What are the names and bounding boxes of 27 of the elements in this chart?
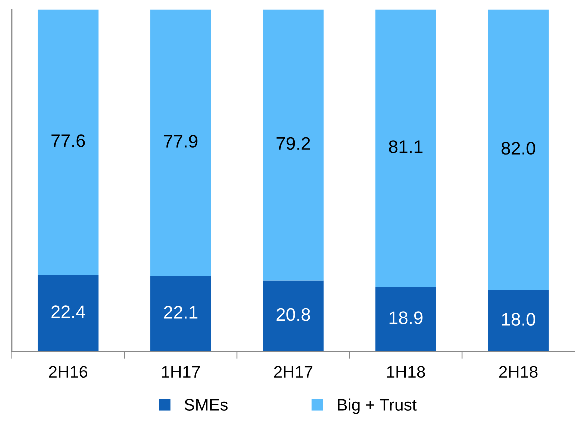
- data-label: 18.9: [390, 312, 423, 324]
- bar: [488, 290, 549, 352]
- legend-label: Big + Trust: [338, 398, 417, 414]
- bar: [38, 10, 99, 276]
- bar: [488, 10, 549, 290]
- bar: [376, 287, 436, 352]
- x-tick-label: 1H17: [162, 366, 200, 378]
- x-tick-label: 1H18: [387, 366, 426, 378]
- x-tick-label: 2H18: [499, 366, 538, 378]
- data-label: 22.1: [164, 306, 198, 319]
- legend-label: SMEs: [184, 399, 228, 411]
- data-label: 77.9: [164, 135, 198, 148]
- data-label: 22.4: [52, 306, 86, 318]
- data-label: 82.0: [502, 142, 536, 155]
- x-tick-label: 2H16: [49, 366, 88, 378]
- data-label: 77.6: [52, 134, 86, 148]
- bar: [263, 280, 324, 352]
- data-label: 18.0: [502, 313, 536, 326]
- bar: [263, 10, 324, 281]
- bar: [38, 275, 99, 352]
- x-tick-label: 2H17: [274, 366, 313, 378]
- bar: [376, 10, 436, 288]
- data-label: 79.2: [276, 137, 310, 150]
- data-label: 81.1: [389, 140, 423, 154]
- bar: [150, 10, 212, 276]
- bar: [150, 276, 212, 352]
- data-label: 20.8: [276, 308, 310, 322]
